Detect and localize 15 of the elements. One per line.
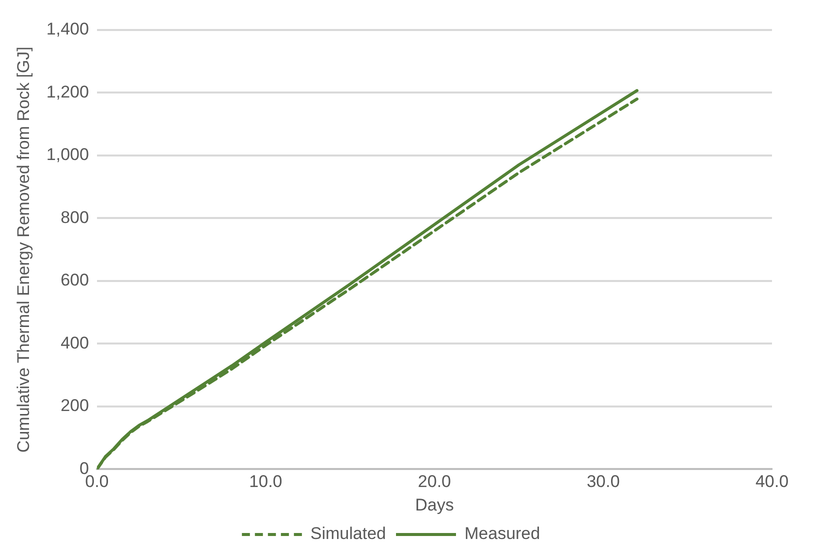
legend-label: Simulated	[310, 524, 386, 544]
y-tick-label: 1,400	[46, 20, 89, 39]
x-tick-label: 30.0	[586, 472, 620, 492]
x-axis-title: Days	[415, 495, 454, 514]
x-tick-label: 20.0	[418, 472, 452, 492]
y-tick-label: 800	[60, 208, 89, 227]
y-tick-label: 600	[60, 270, 89, 290]
y-axis-title: Cumulative Thermal Energy Removed from Rock [GJ]	[14, 46, 33, 453]
legend-label: Measured	[464, 524, 540, 544]
x-tick-label: 40.0	[755, 472, 789, 492]
x-tick-label: 10.0	[249, 472, 282, 492]
y-tick-label: 1,000	[46, 145, 89, 164]
y-tick-label: 400	[60, 333, 89, 352]
y-tick-label: 1,200	[46, 82, 89, 102]
y-tick-label: 200	[60, 396, 89, 416]
